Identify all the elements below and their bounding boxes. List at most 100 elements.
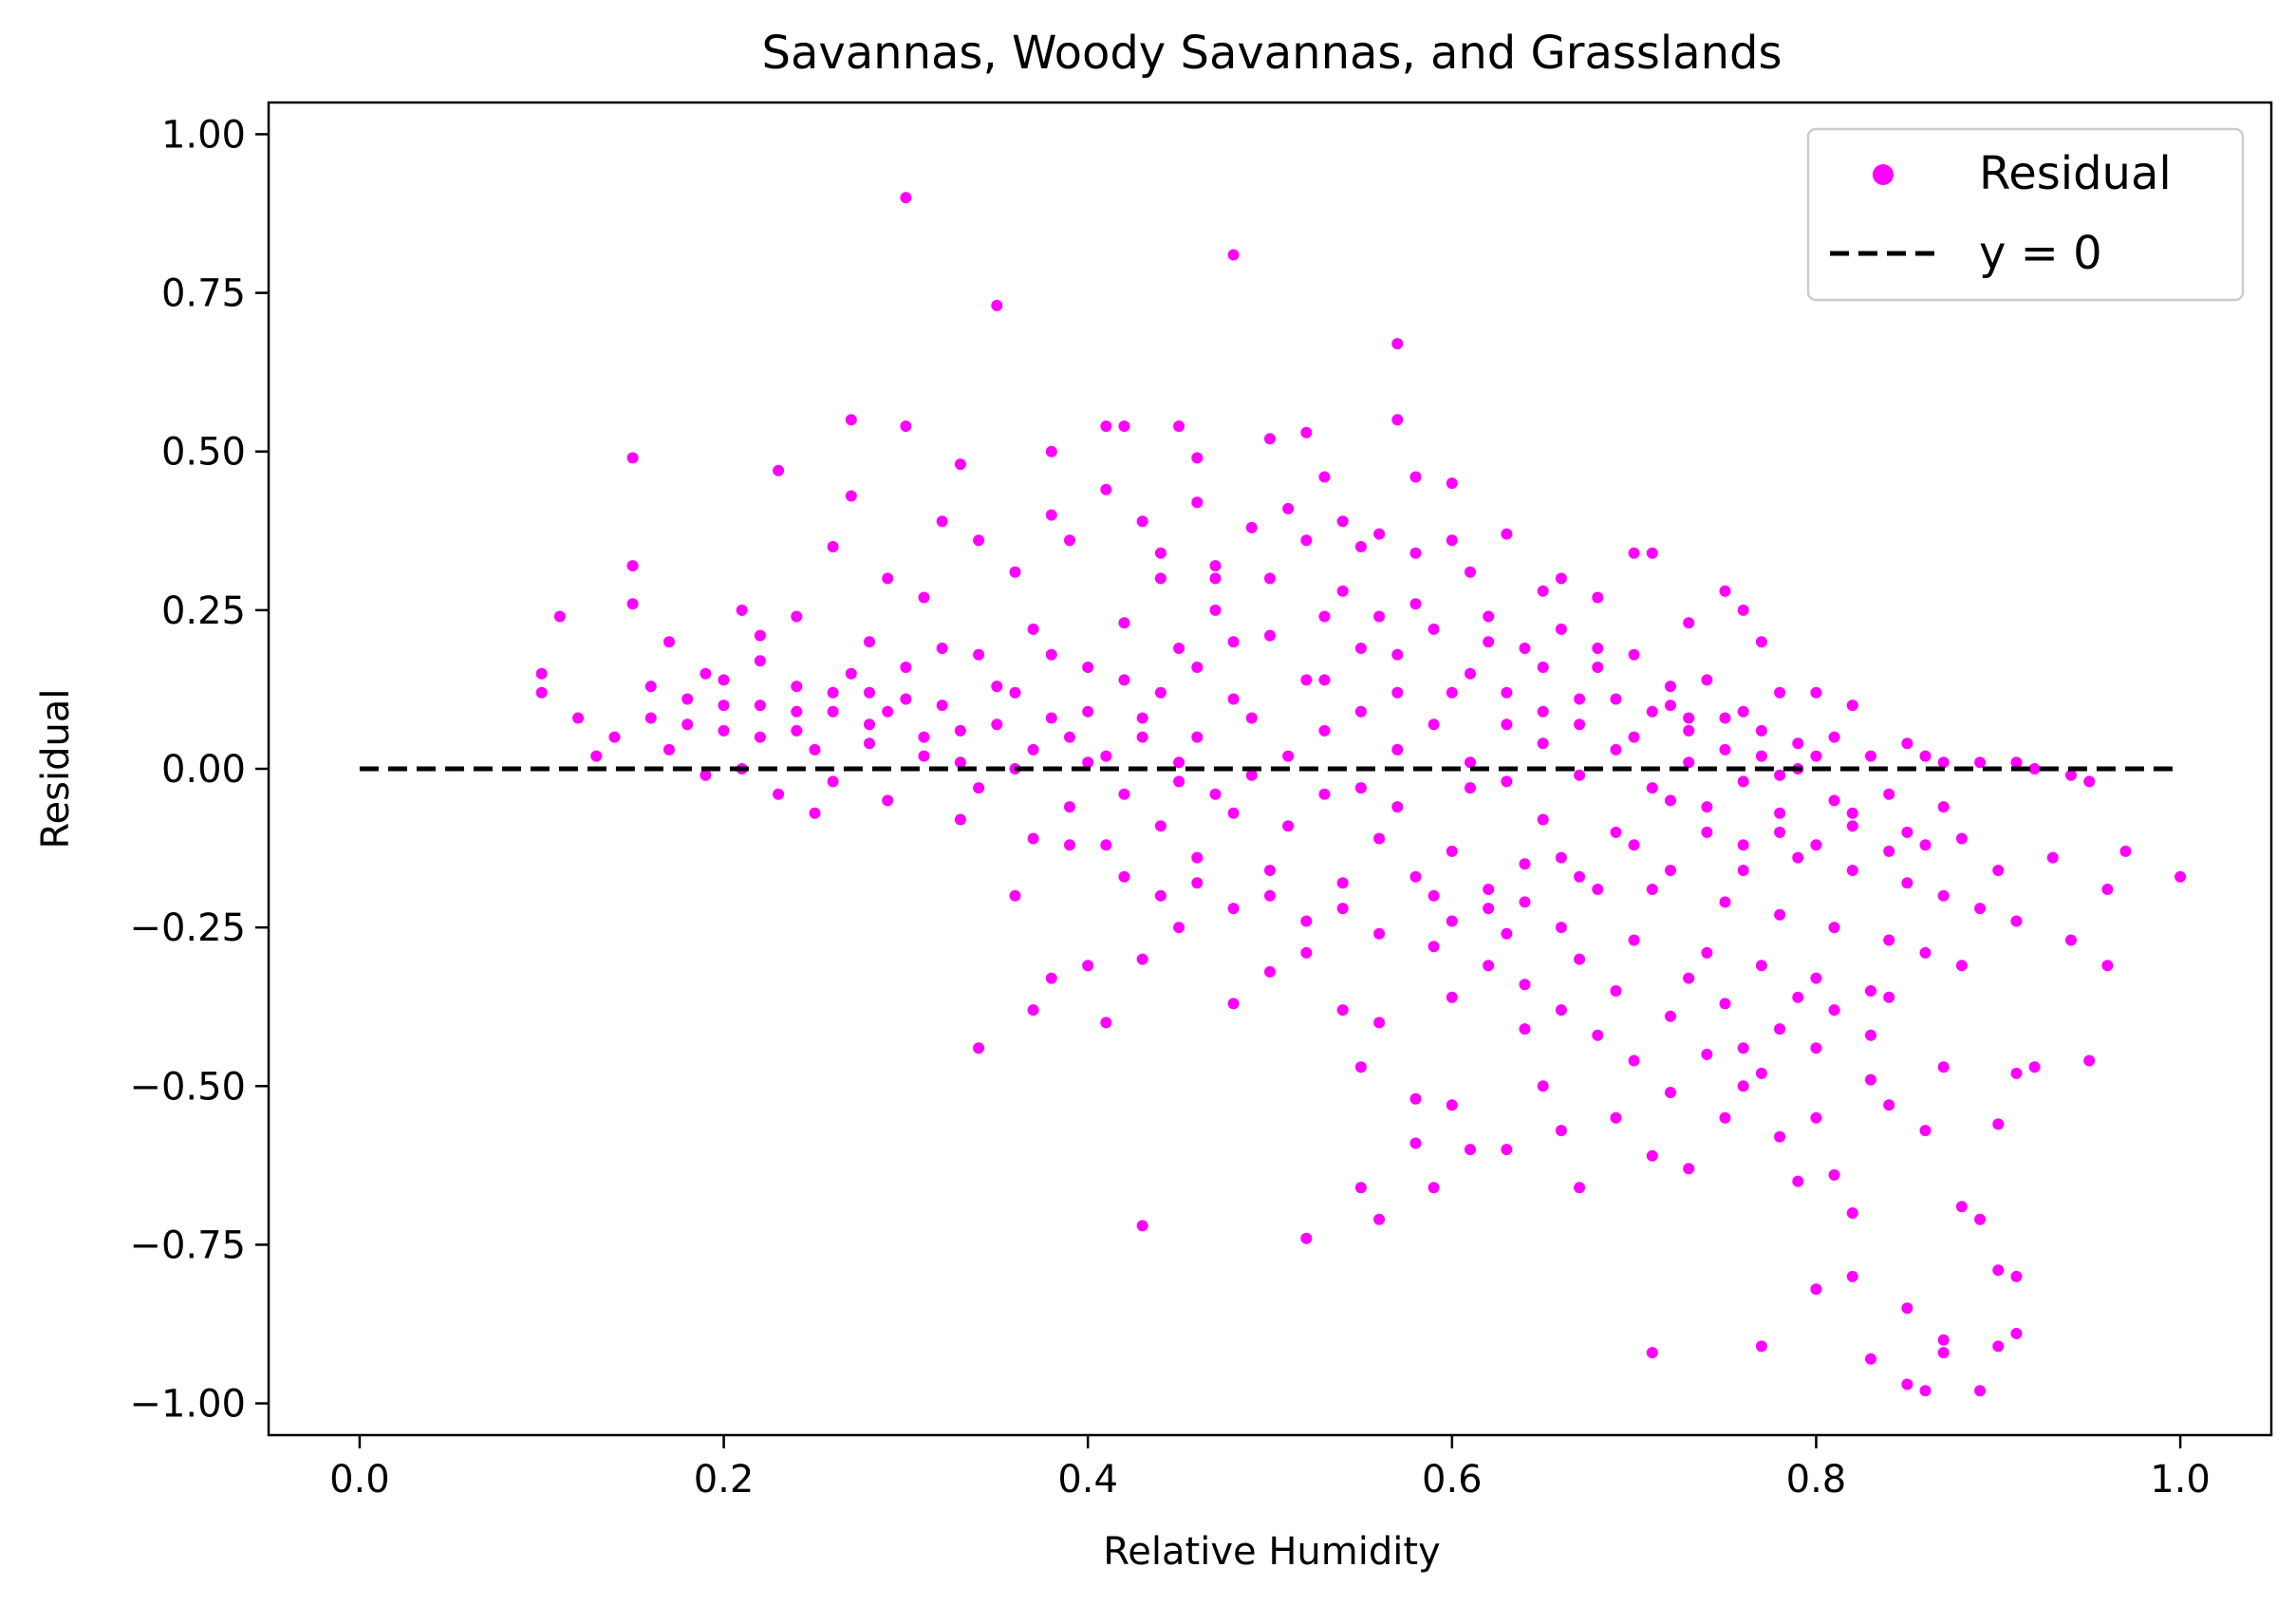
scatter-point-170 — [1937, 889, 1950, 902]
scatter-point-80 — [718, 724, 730, 737]
scatter-point-47 — [1282, 502, 1295, 514]
scatter-point-229 — [1354, 1182, 1367, 1194]
scatter-point-1 — [1227, 249, 1240, 261]
scatter-point-72 — [1974, 756, 1987, 769]
scatter-point-17 — [1318, 471, 1331, 483]
scatter-point-309 — [791, 705, 803, 718]
scatter-point-354 — [644, 681, 657, 693]
scatter-point-44 — [1191, 496, 1204, 509]
scatter-point-45 — [1209, 572, 1222, 585]
scatter-point-48 — [1300, 534, 1313, 547]
scatter-point-271 — [1318, 724, 1331, 737]
scatter-point-213 — [1792, 1175, 1804, 1187]
scatter-point-129 — [1027, 832, 1039, 845]
scatter-point-158 — [1719, 896, 1731, 908]
scatter-point-138 — [1245, 769, 1258, 781]
scatter-point-300 — [1555, 623, 1567, 635]
scatter-point-299 — [1519, 643, 1531, 654]
scatter-point-83 — [809, 743, 821, 756]
scatter-point-272 — [1354, 782, 1367, 794]
scatter-point-76 — [2083, 775, 2096, 788]
scatter-point-204 — [1574, 1182, 1586, 1194]
scatter-point-56 — [1537, 585, 1549, 597]
scatter-point-151 — [1555, 922, 1567, 934]
scatter-point-364 — [1391, 686, 1404, 699]
scatter-point-295 — [1336, 585, 1349, 597]
scatter-point-202 — [1537, 1080, 1549, 1092]
scatter-point-134 — [1154, 820, 1167, 832]
scatter-point-224 — [2010, 1067, 2023, 1079]
scatter-point-109 — [1592, 643, 1604, 654]
scatter-point-155 — [1646, 884, 1658, 895]
scatter-point-123 — [864, 737, 875, 750]
scatter-point-153 — [1610, 826, 1622, 838]
scatter-point-27 — [663, 636, 675, 648]
scatter-point-217 — [1865, 1073, 1876, 1086]
legend-marker-residual — [1873, 164, 1894, 185]
scatter-point-207 — [1665, 1087, 1676, 1098]
scatter-point-136 — [1191, 851, 1204, 864]
scatter-point-347 — [954, 756, 966, 769]
scatter-point-172 — [1974, 903, 1987, 915]
x-tick-label: 0.8 — [1786, 1458, 1847, 1502]
scatter-point-26 — [626, 598, 639, 610]
scatter-point-79 — [681, 693, 694, 705]
scatter-point-149 — [1519, 858, 1531, 870]
scatter-point-183 — [973, 1042, 985, 1054]
scatter-point-104 — [1446, 686, 1458, 699]
scatter-point-46 — [1245, 521, 1258, 533]
scatter-point-225 — [2028, 1061, 2041, 1073]
scatter-point-335 — [1555, 851, 1567, 864]
scatter-point-68 — [1865, 750, 1876, 762]
scatter-point-332 — [1446, 915, 1458, 927]
scatter-point-277 — [1537, 737, 1549, 750]
y-axis-ticks: 1.00 0.75 0.50 0.25 0.00 −0.25 −0.50 −0.75 −1.00 — [129, 113, 269, 1427]
scatter-point-67 — [1828, 731, 1840, 743]
scatter-point-302 — [1628, 648, 1640, 661]
scatter-point-359 — [827, 705, 839, 718]
scatter-point-177 — [2101, 960, 2114, 972]
scatter-point-361 — [882, 705, 894, 718]
legend-label-y0: y = 0 — [1979, 227, 2102, 280]
scatter-point-287 — [1846, 820, 1858, 832]
y-tick-label: −1.00 — [129, 1383, 246, 1427]
scatter-point-281 — [1683, 756, 1695, 769]
scatter-point-322 — [1064, 839, 1075, 851]
scatter-point-64 — [1755, 636, 1767, 648]
scatter-point-366 — [1501, 686, 1513, 699]
scatter-point-91 — [1045, 712, 1057, 724]
scatter-point-66 — [1846, 700, 1858, 712]
scatter-point-121 — [809, 807, 821, 819]
scatter-point-111 — [1665, 681, 1676, 693]
scatter-point-263 — [1810, 1042, 1822, 1054]
scatter-point-270 — [1282, 750, 1295, 762]
scatter-point-185 — [1082, 960, 1094, 972]
scatter-point-81 — [754, 700, 766, 712]
scatter-point-326 — [1227, 903, 1240, 915]
scatter-point-52 — [1409, 547, 1422, 559]
scatter-point-289 — [1901, 826, 1913, 838]
legend: Residual y = 0 — [1806, 127, 2245, 302]
scatter-point-195 — [1409, 1092, 1422, 1105]
scatter-point-157 — [1701, 946, 1713, 959]
scatter-point-160 — [1755, 960, 1767, 972]
scatter-point-360 — [864, 686, 875, 699]
scatter-point-349 — [1027, 743, 1039, 756]
scatter-point-171 — [1955, 960, 1968, 972]
scatter-point-179 — [2119, 845, 2132, 857]
scatter-point-9 — [1391, 414, 1404, 426]
scatter-point-249 — [1501, 927, 1513, 940]
x-axis-label: Relative Humidity — [1103, 1530, 1440, 1574]
x-axis-ticks: 0.0 0.2 0.4 0.6 0.8 1.0 — [329, 1435, 2211, 1502]
scatter-point-77 — [590, 750, 603, 762]
scatter-point-58 — [1592, 591, 1604, 604]
x-tick-label: 0.6 — [1422, 1458, 1483, 1502]
scatter-point-199 — [1465, 1144, 1476, 1156]
scatter-point-88 — [954, 724, 966, 737]
scatter-point-298 — [1483, 610, 1495, 623]
scatter-point-117 — [663, 743, 675, 756]
scatter-point-337 — [1628, 839, 1640, 851]
scatter-point-342 — [1810, 839, 1822, 851]
scatter-point-312 — [900, 662, 912, 673]
